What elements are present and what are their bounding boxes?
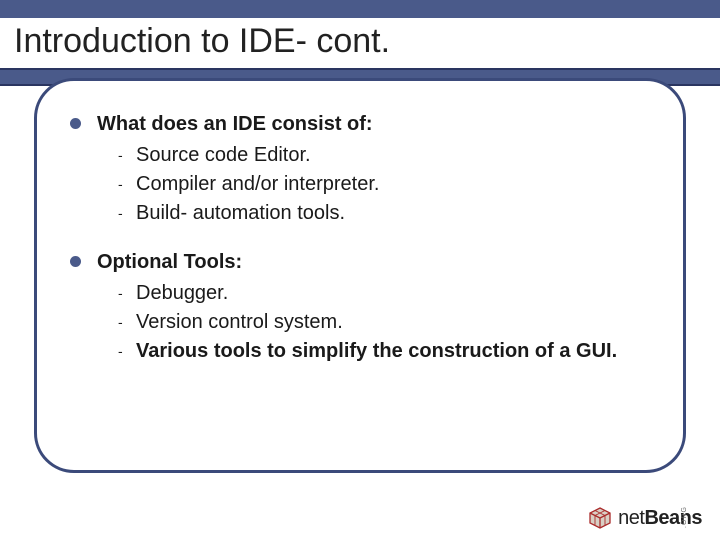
- cube-icon: [588, 506, 612, 530]
- dash-icon: -: [118, 141, 136, 165]
- logo-suffix: .ORG: [681, 506, 688, 528]
- list-item: - Build- automation tools.: [118, 199, 660, 228]
- logo-text: netBeans: [618, 507, 702, 530]
- dash-icon: -: [118, 170, 136, 194]
- netbeans-logo: netBeans .ORG: [588, 506, 702, 530]
- logo-text-bold: Beans: [644, 507, 702, 529]
- dash-icon: -: [118, 199, 136, 223]
- section-heading: Optional Tools:: [97, 248, 242, 277]
- dash-icon: -: [118, 337, 136, 361]
- list-item: - Various tools to simplify the construc…: [118, 337, 660, 366]
- dash-icon: -: [118, 308, 136, 332]
- bullet-icon: [70, 256, 81, 267]
- list-item: - Source code Editor.: [118, 141, 660, 170]
- sub-list: - Debugger. - Version control system. - …: [118, 279, 660, 366]
- item-text: Debugger.: [136, 279, 660, 308]
- item-text: Various tools to simplify the constructi…: [136, 337, 660, 366]
- sub-list: - Source code Editor. - Compiler and/or …: [118, 141, 660, 228]
- logo-text-light: net: [618, 507, 644, 529]
- list-item: - Compiler and/or interpreter.: [118, 170, 660, 199]
- section-heading: What does an IDE consist of:: [97, 110, 373, 139]
- slide-content: What does an IDE consist of: - Source co…: [70, 110, 660, 386]
- list-item: - Version control system.: [118, 308, 660, 337]
- slide-title: Introduction to IDE- cont.: [14, 22, 390, 61]
- bullet-icon: [70, 118, 81, 129]
- item-text: Compiler and/or interpreter.: [136, 170, 660, 199]
- item-text: Build- automation tools.: [136, 199, 660, 228]
- header-band: [0, 0, 720, 18]
- bullet-row: What does an IDE consist of:: [70, 110, 660, 139]
- list-item: - Debugger.: [118, 279, 660, 308]
- dash-icon: -: [118, 279, 136, 303]
- item-text: Source code Editor.: [136, 141, 660, 170]
- bullet-row: Optional Tools:: [70, 248, 660, 277]
- item-text: Version control system.: [136, 308, 660, 337]
